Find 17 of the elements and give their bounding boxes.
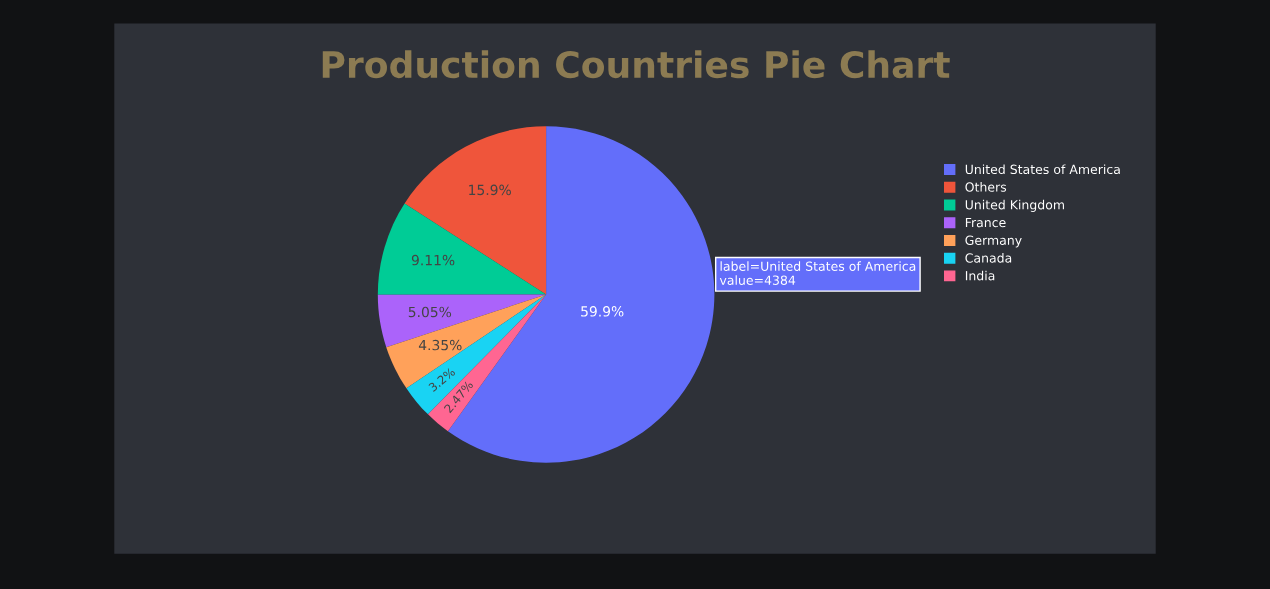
legend-label: Canada (965, 253, 1012, 263)
legend-label: Others (965, 182, 1007, 192)
data-label: 15.9% (469, 184, 511, 196)
text: label=United States of America value=4384 (719, 261, 916, 285)
chart-title: Production Countries Pie Chart (322, 50, 950, 79)
data-label: 4.35% (418, 339, 462, 351)
pie-slice (377, 203, 547, 295)
legend-label: Germany (965, 235, 1022, 248)
pie-slice (406, 294, 547, 415)
data-label: 9.11% (411, 254, 455, 266)
legend-label: India (965, 270, 995, 281)
legend-label: United Kingdom (965, 199, 1064, 212)
pie-slice (404, 126, 547, 295)
data-label: 59.9% (581, 306, 624, 317)
legend-label: United States of America (965, 164, 1120, 175)
data-label: 5.05% (408, 306, 452, 318)
legend-label: France (965, 217, 1006, 228)
